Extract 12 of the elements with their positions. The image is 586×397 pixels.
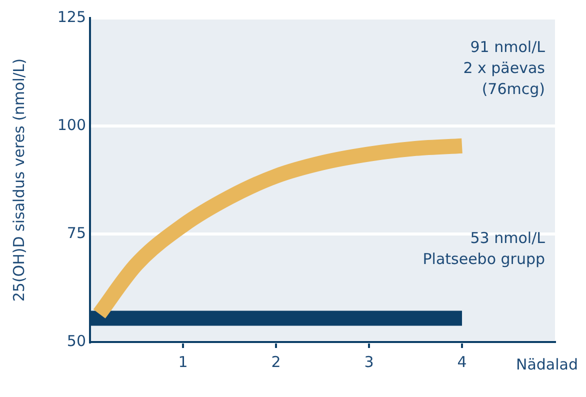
y-tick-label: 125 [57, 8, 86, 26]
y-tick-label: 50 [66, 332, 86, 350]
x-tick-label: 3 [364, 352, 374, 371]
y-tick-label: 100 [57, 116, 86, 134]
annotation: 53 nmol/L Platseebo grupp [422, 229, 546, 268]
x-axis-title: Nädalad [516, 355, 578, 374]
y-axis-title: 25(OH)D sisaldus veres (nmol/L) [10, 58, 28, 302]
x-tick-label: 1 [178, 352, 188, 371]
annotation: 91 nmol/L 2 x päevas (76mcg) [463, 38, 546, 98]
x-tick-label: 4 [457, 352, 467, 371]
y-tick-label: 75 [66, 224, 86, 242]
x-tick-label: 2 [271, 352, 281, 371]
